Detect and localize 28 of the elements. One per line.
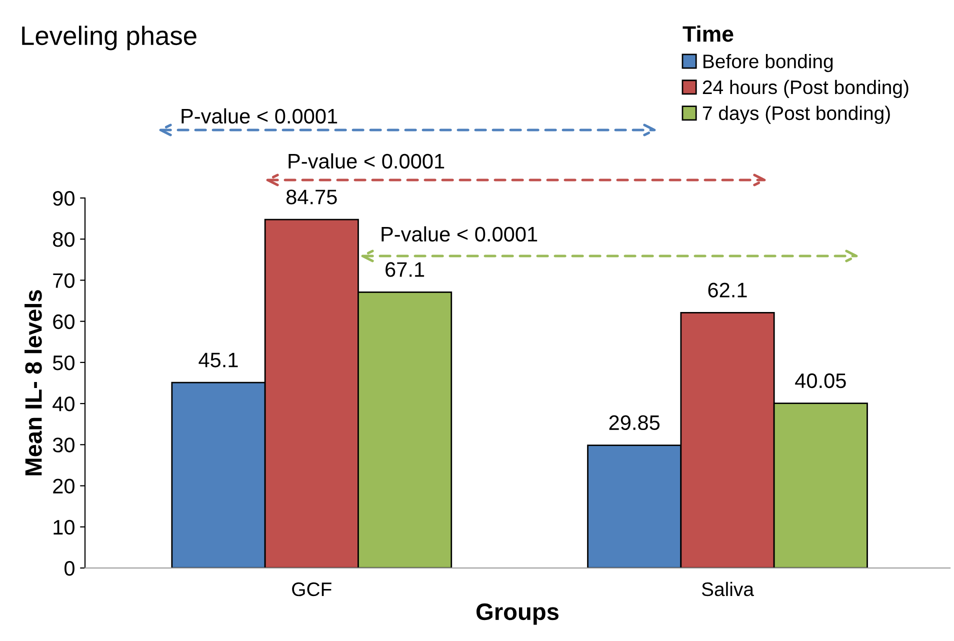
data-label: 29.85	[609, 415, 660, 430]
y-tick-label: 20	[53, 478, 74, 494]
data-label: 67.1	[386, 262, 424, 277]
text: P-value < 0.0001	[182, 108, 338, 124]
y-tick-label: 50	[52, 355, 74, 370]
legend-title: Time	[682, 26, 734, 42]
y-axis-title: Mean IL- 8 levels	[24, 290, 42, 476]
y-tick-label: 60	[53, 314, 74, 330]
y-tick-label: 10	[54, 520, 74, 535]
y-tick-label: 0	[64, 561, 74, 576]
annotation: P-value < 0.0001	[382, 226, 538, 242]
y-tick-label: 40	[52, 396, 74, 412]
data-label: 40.05	[795, 373, 846, 388]
data-label: 62.1	[708, 282, 747, 298]
legend-label: Before bonding	[704, 54, 833, 72]
y-tick-label: 30	[52, 438, 74, 452]
y-tick-label: 80	[53, 232, 74, 247]
x-axis-title: Groups	[476, 603, 559, 625]
y-tick-label: 90	[53, 191, 74, 206]
data-label: 84.75	[286, 190, 337, 204]
x-tick-label: Saliva	[702, 582, 754, 596]
legend-label: 7 days (Post bonding)	[702, 106, 890, 124]
x-tick-label: GCF	[292, 582, 332, 596]
chart-title: Leveling phase	[22, 26, 196, 50]
data-label: 45.1	[198, 352, 238, 368]
y-tick-label: 70	[53, 273, 74, 288]
text: P-value < 0.0001	[288, 153, 444, 169]
legend-label: 24 hours (Post bonding)	[702, 80, 908, 98]
